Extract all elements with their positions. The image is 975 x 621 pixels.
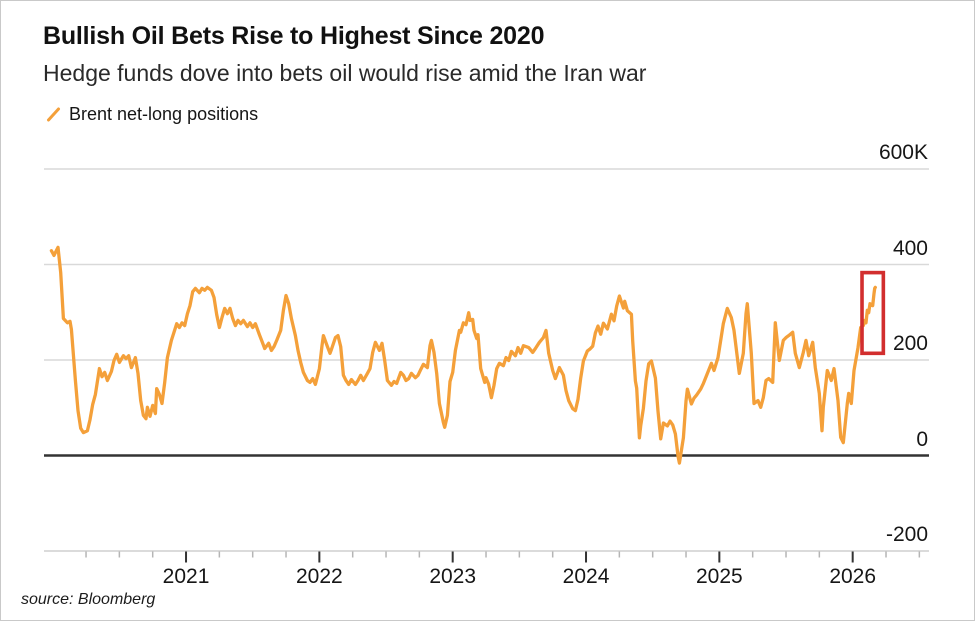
legend-label: Brent net-long positions <box>69 104 259 124</box>
y-tick-label-200: 200 <box>892 332 928 355</box>
highlight-box <box>860 270 886 356</box>
y-tick-label-400: 400 <box>892 236 928 260</box>
x-tick-label-2025: 2025 <box>695 565 743 588</box>
y-tick-label-0: 0 <box>916 427 928 451</box>
y-tick-label-600K: 600K <box>878 141 928 164</box>
x-tick-label-2024: 2024 <box>562 565 610 588</box>
series-line-brent <box>49 245 877 465</box>
x-tick-label-2026: 2026 <box>829 565 877 588</box>
source-credit: source: Bloomberg <box>21 591 156 608</box>
chart-subtitle: Hedge funds dove into bets oil would ris… <box>43 60 647 86</box>
y-tick-label--200: -200 <box>885 523 928 546</box>
page-title: Bullish Oil Bets Rise to Highest Since 2… <box>43 22 545 50</box>
x-tick-label-2022: 2022 <box>296 565 343 588</box>
legend: Brent net-long positions <box>46 104 258 125</box>
x-tick-label-2021: 2021 <box>162 565 210 588</box>
slash-icon <box>46 107 61 122</box>
x-tick-label-2023: 2023 <box>429 565 477 588</box>
